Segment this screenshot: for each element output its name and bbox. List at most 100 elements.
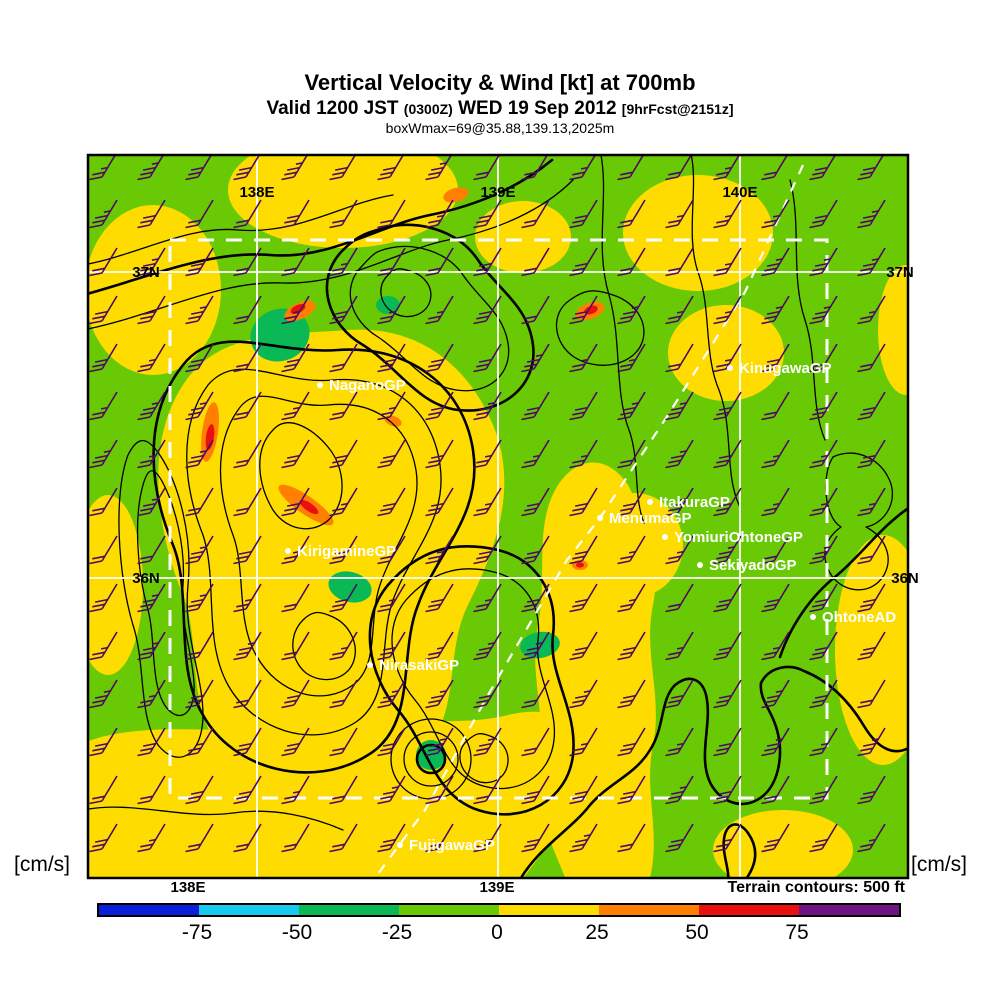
station-dot-icon bbox=[285, 548, 291, 554]
wind-barb bbox=[665, 823, 694, 853]
bottom-axis-label: 139E bbox=[479, 879, 515, 896]
wind-barb bbox=[233, 679, 262, 709]
wind-barb bbox=[329, 535, 358, 565]
wind-barb bbox=[281, 727, 310, 757]
wind-barb bbox=[89, 199, 118, 229]
colorbar-segment bbox=[199, 905, 299, 915]
map-border bbox=[86, 153, 910, 880]
wind-barb bbox=[425, 439, 454, 469]
wind-barb bbox=[857, 631, 886, 661]
wind-barb bbox=[377, 439, 406, 469]
wind-barb bbox=[233, 155, 261, 181]
wind-barb bbox=[425, 199, 454, 229]
wind-barb bbox=[233, 583, 262, 613]
wind-barb bbox=[713, 391, 742, 421]
wind-barb bbox=[377, 823, 406, 853]
wind-barb bbox=[329, 487, 358, 517]
wind-barb bbox=[761, 727, 790, 757]
wind-barb bbox=[857, 295, 886, 325]
wind-barb bbox=[329, 679, 358, 709]
wind-barb bbox=[233, 823, 262, 853]
station-label: FujigawaGP bbox=[409, 837, 495, 854]
wind-barb bbox=[329, 199, 358, 229]
station-marker: NirasakiGP bbox=[367, 657, 459, 674]
wind-barb bbox=[89, 439, 118, 469]
wind-barb bbox=[569, 631, 598, 661]
wind-barb bbox=[185, 727, 214, 757]
wind-barb bbox=[89, 391, 118, 421]
wind-barb bbox=[857, 535, 886, 565]
wind-barb bbox=[713, 775, 742, 805]
station-dot-icon bbox=[727, 365, 733, 371]
wind-barb bbox=[569, 295, 598, 325]
coastline-layer bbox=[519, 506, 908, 878]
coordinate-label: 139E bbox=[480, 184, 515, 201]
wind-barb bbox=[569, 155, 597, 181]
wind-barb bbox=[713, 247, 742, 277]
wind-barb bbox=[713, 535, 742, 565]
wind-barb bbox=[617, 679, 646, 709]
wind-barb bbox=[665, 343, 694, 373]
colorbar-segment bbox=[799, 905, 899, 915]
wind-barb bbox=[233, 295, 262, 325]
station-dot-icon bbox=[597, 515, 603, 521]
wind-barb bbox=[713, 199, 742, 229]
coordinate-label: 37N bbox=[132, 264, 160, 281]
wind-barb bbox=[281, 631, 310, 661]
wind-barb bbox=[521, 727, 550, 757]
wind-barb bbox=[329, 631, 358, 661]
wind-barb bbox=[185, 155, 213, 181]
wind-barb bbox=[809, 295, 838, 325]
wind-barb bbox=[761, 775, 790, 805]
wind-barb bbox=[857, 823, 886, 853]
wind-barb bbox=[713, 155, 741, 181]
colorbar-tick: 0 bbox=[491, 921, 503, 944]
wind-barb bbox=[617, 487, 646, 517]
units-label-left: [cm/s] bbox=[14, 853, 70, 876]
station-marker: ItakuraGP bbox=[647, 494, 730, 511]
wind-barb bbox=[281, 155, 309, 181]
wind-barb bbox=[569, 775, 598, 805]
wind-barb bbox=[473, 823, 502, 853]
wind-barb bbox=[569, 679, 598, 709]
wind-barb bbox=[89, 535, 118, 565]
wind-barb bbox=[569, 727, 598, 757]
wind-barb bbox=[185, 631, 214, 661]
wind-barb bbox=[329, 155, 357, 181]
wind-barb bbox=[281, 439, 310, 469]
wind-barb bbox=[761, 391, 790, 421]
wind-barb bbox=[713, 583, 742, 613]
wind-barb bbox=[521, 775, 550, 805]
valid-time-date: WED 19 Sep 2012 bbox=[452, 98, 622, 119]
wind-barb bbox=[521, 295, 550, 325]
wind-barb bbox=[761, 535, 790, 565]
wind-barb bbox=[281, 679, 310, 709]
colorbar-segment bbox=[699, 905, 799, 915]
grid-labels-layer: 138E 139E 140E 37N 37N 36N 36N bbox=[132, 184, 919, 587]
wind-barb bbox=[665, 775, 694, 805]
wind-barb bbox=[185, 583, 214, 613]
wind-barb bbox=[137, 487, 166, 517]
wind-barb bbox=[425, 391, 454, 421]
wind-barb bbox=[521, 439, 550, 469]
wind-barb bbox=[281, 535, 310, 565]
wind-barb bbox=[185, 775, 214, 805]
wind-barb bbox=[521, 343, 550, 373]
wind-barb bbox=[809, 247, 838, 277]
wind-barb bbox=[569, 391, 598, 421]
terrain-contours-note: Terrain contours: 500 ft bbox=[727, 879, 905, 896]
wind-barb bbox=[809, 535, 838, 565]
wind-barb bbox=[521, 679, 550, 709]
station-dot-icon bbox=[397, 842, 403, 848]
wind-barb bbox=[857, 727, 886, 757]
wind-barb bbox=[761, 583, 790, 613]
wind-barb bbox=[713, 295, 742, 325]
station-dot-icon bbox=[317, 382, 323, 388]
wind-barb bbox=[521, 535, 550, 565]
wind-barb bbox=[713, 487, 742, 517]
wind-barb bbox=[425, 535, 454, 565]
colorbar-tick: -50 bbox=[281, 921, 313, 944]
wind-barb bbox=[377, 487, 406, 517]
grid-lines-layer bbox=[88, 155, 908, 878]
wind-barb bbox=[377, 679, 406, 709]
